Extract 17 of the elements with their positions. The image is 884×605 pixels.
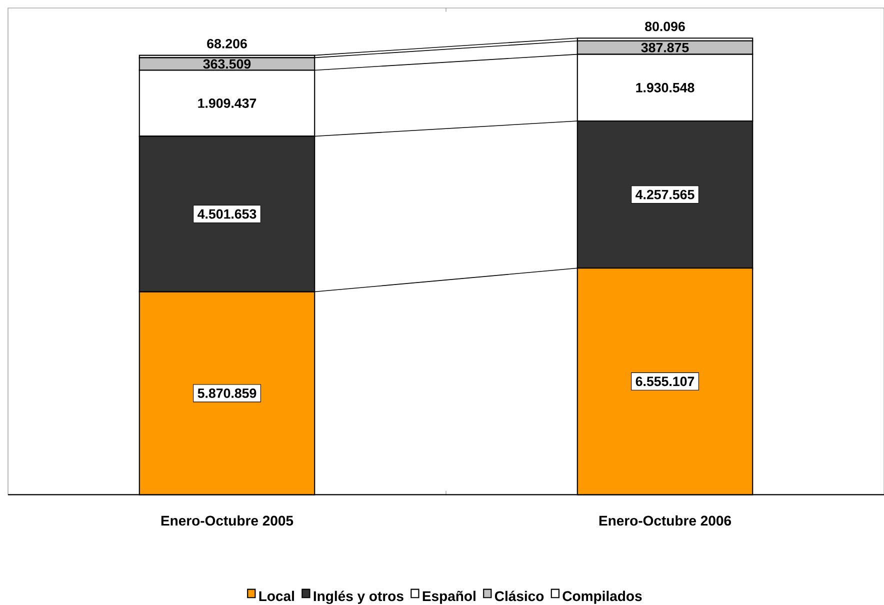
legend-label: Español [422, 590, 476, 604]
data-label: 4.257.565 [636, 190, 694, 200]
data-label: 1.930.548 [636, 82, 694, 92]
data-label: 363.509 [203, 59, 251, 69]
legend-label: Local [259, 590, 294, 601]
data-label: 6.555.107 [636, 376, 694, 386]
x-tick-label: Enero-Octubre 2006 [599, 515, 732, 526]
data-label: 68.206 [207, 38, 247, 48]
data-label: 4.501.653 [198, 209, 256, 219]
data-label: 80.096 [645, 22, 685, 32]
data-label: 387.875 [641, 42, 689, 52]
x-tick-label: Enero-Octubre 2005 [161, 515, 294, 526]
data-label: 1.909.437 [198, 98, 256, 108]
data-label: 5.870.859 [198, 388, 256, 398]
legend-label: Inglés y otros [314, 590, 404, 604]
legend-label: Compilados [562, 590, 642, 604]
legend-label: Clásico [494, 590, 544, 601]
